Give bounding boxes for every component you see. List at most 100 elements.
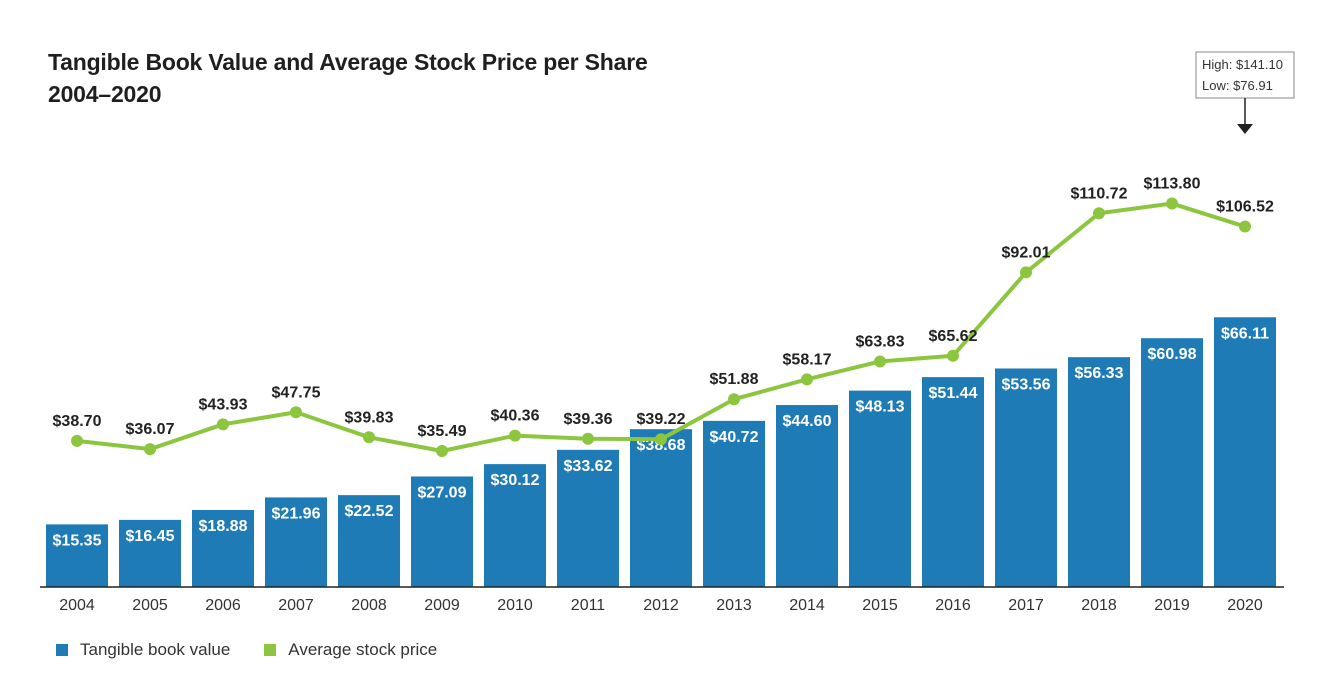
- line-label-2015: $63.83: [856, 333, 905, 350]
- annotation-high: High: $141.10: [1202, 57, 1283, 72]
- bar-2014: [776, 405, 838, 587]
- bar-2019: [1141, 338, 1203, 587]
- bar-label-2009: $27.09: [418, 484, 467, 501]
- bar-label-2007: $21.96: [272, 505, 321, 522]
- x-tick-label-2006: 2006: [205, 597, 241, 614]
- x-tick-label-2015: 2015: [862, 597, 898, 614]
- legend-item-book-value: Tangible book value: [56, 640, 230, 660]
- x-tick-label-2014: 2014: [789, 597, 825, 614]
- line-point-2018: [1093, 207, 1105, 220]
- x-tick-label-2020: 2020: [1227, 597, 1263, 614]
- annotation-arrow-head: [1237, 124, 1253, 134]
- bar-2006: [192, 509, 254, 587]
- chart-title-line2: 2004–2020: [48, 81, 162, 107]
- x-tick-label-2018: 2018: [1081, 597, 1117, 614]
- bar-2013: [703, 420, 765, 587]
- bar-label-2005: $16.45: [126, 528, 175, 545]
- bar-2020: [1214, 317, 1276, 587]
- line-point-2004: [71, 434, 83, 447]
- chart-title-line1: Tangible Book Value and Average Stock Pr…: [48, 49, 648, 75]
- line-label-2020: $106.52: [1216, 199, 1274, 216]
- line-point-2019: [1166, 197, 1178, 210]
- line-point-2015: [874, 355, 886, 368]
- line-label-2018: $110.72: [1071, 185, 1128, 202]
- x-tick-label-2012: 2012: [643, 597, 679, 614]
- bar-label-2016: $51.44: [929, 385, 978, 402]
- bar-2016: [922, 377, 984, 587]
- annotation-low: Low: $76.91: [1202, 78, 1273, 93]
- legend-label-stock-price: Average stock price: [288, 640, 438, 659]
- bar-2018: [1068, 357, 1130, 587]
- bar-2004: [46, 524, 108, 587]
- bar-label-2014: $44.60: [783, 413, 832, 430]
- line-label-2009: $35.49: [418, 423, 467, 440]
- line-label-2010: $40.36: [491, 408, 540, 425]
- x-tick-label-2008: 2008: [351, 597, 387, 614]
- bar-label-2012: $38.68: [637, 437, 686, 454]
- legend-swatch-book-value: [56, 644, 68, 656]
- bar-2010: [484, 464, 546, 587]
- line-label-2004: $38.70: [53, 413, 102, 430]
- x-tick-label-2010: 2010: [497, 597, 533, 614]
- line-point-2013: [728, 393, 740, 406]
- bar-2007: [265, 497, 327, 587]
- x-tick-label-2011: 2011: [571, 597, 606, 614]
- line-label-2011: $39.36: [564, 411, 613, 428]
- line-point-2014: [801, 373, 813, 386]
- bar-label-2004: $15.35: [53, 532, 102, 549]
- bar-label-2006: $18.88: [199, 518, 248, 535]
- line-point-2012: [655, 433, 667, 446]
- legend-label-book-value: Tangible book value: [80, 640, 231, 659]
- bar-label-2018: $56.33: [1075, 365, 1124, 382]
- bar-label-2011: $33.62: [564, 458, 613, 475]
- bar-label-2008: $22.52: [345, 503, 394, 520]
- x-tick-label-2017: 2017: [1008, 597, 1044, 614]
- x-tick-label-2004: 2004: [59, 597, 95, 614]
- line-point-2016: [947, 349, 959, 362]
- line-point-2008: [363, 431, 375, 444]
- bar-label-2020: $66.11: [1221, 325, 1269, 342]
- line-point-2011: [582, 432, 594, 445]
- line-label-2008: $39.83: [345, 409, 394, 426]
- bar-2005: [119, 519, 181, 587]
- bar-2017: [995, 368, 1057, 587]
- annotation-box: [1195, 51, 1295, 99]
- line-point-2017: [1020, 266, 1032, 279]
- line-label-2012: $39.22: [637, 411, 686, 428]
- line-label-2007: $47.75: [272, 384, 321, 401]
- bar-2012: [630, 429, 692, 587]
- x-tick-label-2009: 2009: [424, 597, 460, 614]
- x-tick-label-2013: 2013: [716, 597, 752, 614]
- line-point-2010: [509, 429, 521, 442]
- bar-label-2019: $60.98: [1148, 346, 1197, 363]
- line-label-2005: $36.07: [126, 421, 175, 438]
- line-point-2007: [290, 406, 302, 419]
- bar-2015: [849, 390, 911, 587]
- x-tick-label-2007: 2007: [278, 597, 314, 614]
- line-label-2016: $65.62: [929, 328, 978, 345]
- legend-swatch-stock-price: [264, 644, 277, 656]
- bar-label-2017: $53.56: [1002, 376, 1051, 393]
- x-tick-label-2016: 2016: [935, 597, 971, 614]
- bar-2009: [411, 476, 473, 587]
- x-tick-label-2005: 2005: [132, 597, 168, 614]
- bar-label-2015: $48.13: [856, 399, 905, 416]
- line-label-2006: $43.93: [199, 396, 248, 413]
- chart-legend: Tangible book value Average stock price: [56, 640, 437, 660]
- line-label-2014: $58.17: [783, 351, 832, 368]
- bar-label-2010: $30.12: [491, 472, 540, 489]
- bar-2008: [338, 495, 400, 587]
- legend-item-stock-price: Average stock price: [264, 640, 437, 660]
- line-point-2020: [1239, 220, 1251, 233]
- line-point-2005: [144, 443, 156, 456]
- line-label-2017: $92.01: [1002, 244, 1051, 261]
- bar-label-2013: $40.72: [710, 429, 759, 446]
- line-label-2013: $51.88: [710, 371, 759, 388]
- line-point-2009: [436, 445, 448, 457]
- line-point-2006: [217, 418, 229, 431]
- line-label-2019: $113.80: [1144, 176, 1201, 193]
- chart-title: Tangible Book Value and Average Stock Pr…: [48, 46, 648, 110]
- x-tick-label-2019: 2019: [1154, 597, 1190, 614]
- bar-2011: [557, 449, 619, 587]
